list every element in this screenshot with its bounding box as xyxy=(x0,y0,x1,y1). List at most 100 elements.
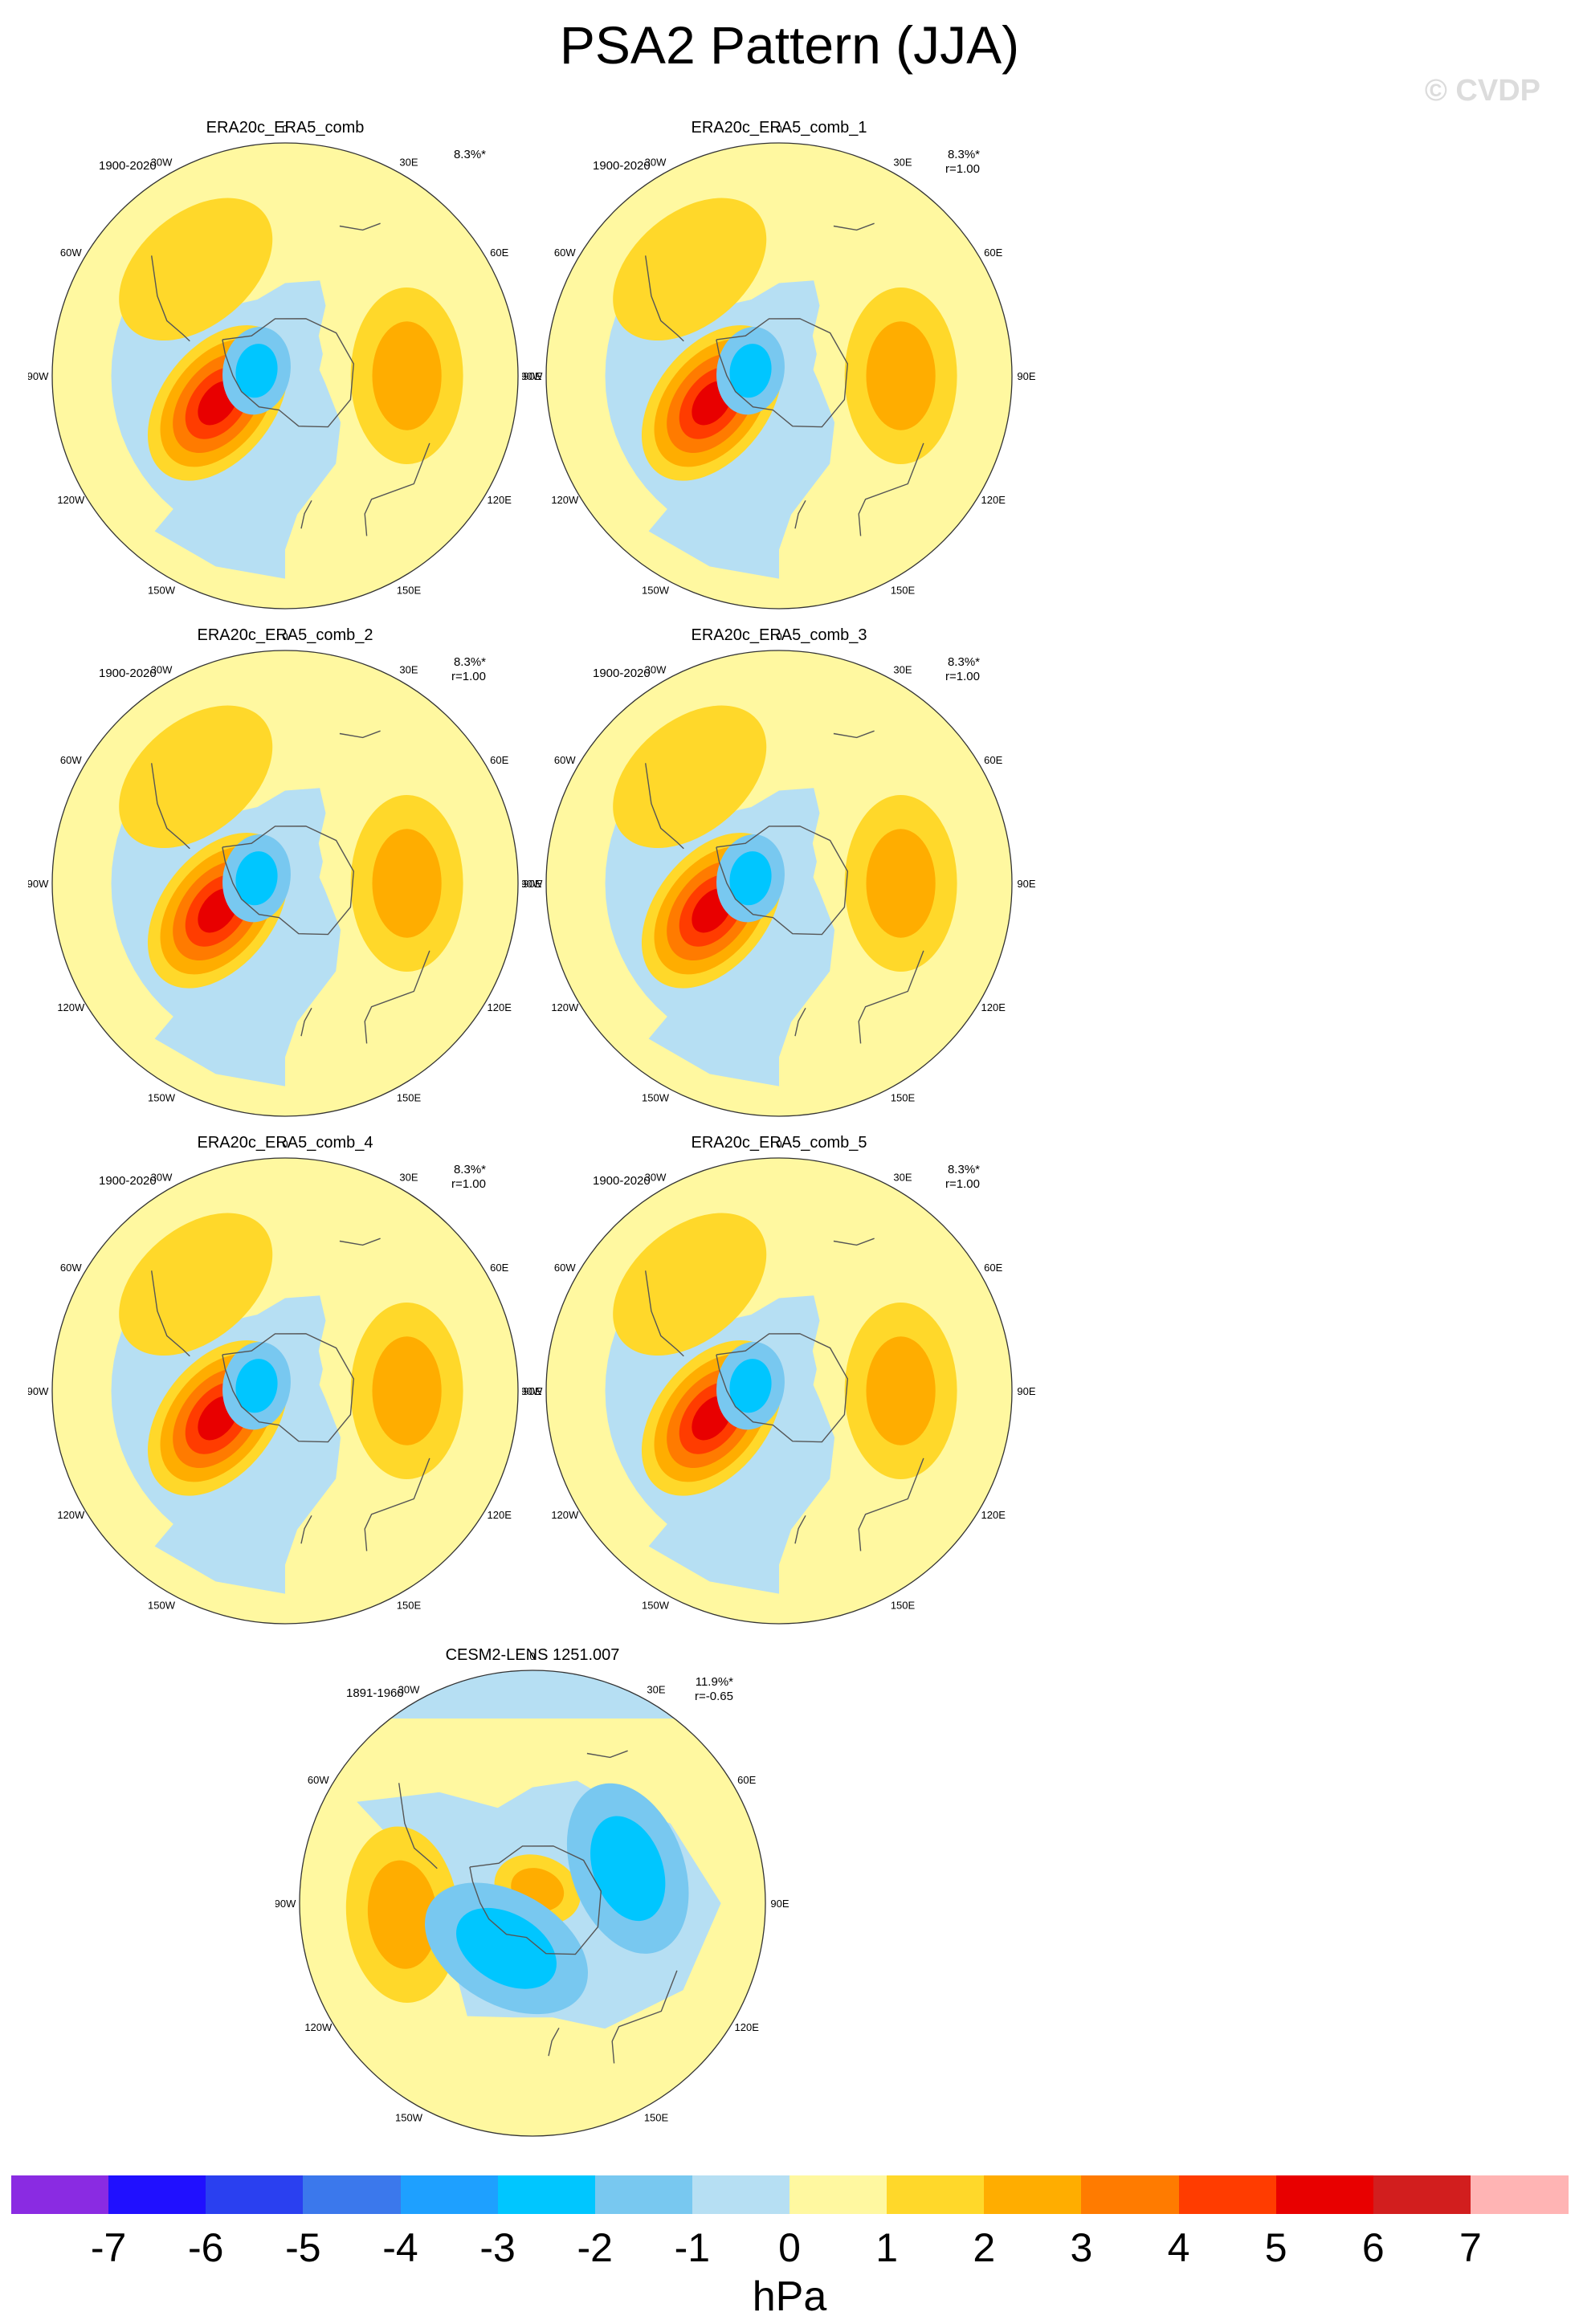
longitude-label: 30W xyxy=(151,1171,173,1183)
colorbar-tick-label: -6 xyxy=(188,2225,224,2270)
longitude-label: 30W xyxy=(645,1171,667,1183)
longitude-label: 120E xyxy=(981,1001,1006,1013)
longitude-label: 30E xyxy=(893,156,912,168)
colorbar-swatch xyxy=(594,2175,693,2214)
high-contour xyxy=(119,198,273,341)
longitude-label: 90E xyxy=(770,1898,789,1910)
longitude-label: 150W xyxy=(148,1600,176,1612)
coastline xyxy=(364,950,430,1044)
coastline xyxy=(611,1970,678,2064)
high-contour xyxy=(613,705,767,849)
coastline xyxy=(151,255,190,342)
low-contour xyxy=(729,344,772,398)
longitude-label: 90W xyxy=(28,878,49,890)
low-contour xyxy=(235,344,278,398)
polar-map: 030E60E90E120E150E180150W120W90W60W30W xyxy=(522,1138,1036,1625)
coastline xyxy=(833,222,875,231)
longitude-label: 90E xyxy=(523,1385,541,1397)
coastline xyxy=(339,730,381,739)
panel-stats: 8.3%* r=1.00 xyxy=(945,655,980,683)
longitude-label: 150W xyxy=(148,1092,176,1104)
longitude-label: 30E xyxy=(893,1171,912,1183)
map-border xyxy=(51,1157,519,1625)
map-border xyxy=(51,142,519,610)
longitude-label: 60W xyxy=(60,754,82,766)
longitude-label: 30E xyxy=(893,663,912,675)
panel-title: CESM2-LENS 1251.007 xyxy=(445,1646,620,1664)
panel-period: 1900-2020 xyxy=(99,667,157,680)
longitude-label: 30W xyxy=(645,156,667,168)
colorbar-swatch xyxy=(108,2175,206,2214)
coastline xyxy=(586,1750,628,1759)
panel-title: ERA20c_ERA5_comb_2 xyxy=(197,626,373,644)
longitude-label: 60W xyxy=(554,247,576,259)
longitude-label: 120E xyxy=(735,2021,760,2033)
longitude-label: 60E xyxy=(490,1262,508,1274)
map-panel: ERA20c_ERA5_comb_4 1900-2020 8.3%* r=1.00 0… xyxy=(28,1134,542,1632)
coastline xyxy=(222,1333,355,1443)
panel-period: 1900-2020 xyxy=(99,159,157,173)
longitude-label: 90E xyxy=(1017,1385,1035,1397)
colorbar-swatch xyxy=(692,2175,790,2214)
longitude-label: 30E xyxy=(399,156,418,168)
map-panel: ERA20c_ERA5_comb 1900-2020 8.3%* 0 30E 60E 90E… xyxy=(28,119,542,617)
coastline xyxy=(469,1845,602,1955)
longitude-label: 30W xyxy=(398,1683,420,1695)
longitude-label: 120E xyxy=(488,1509,512,1521)
low-contour xyxy=(456,1907,557,1989)
colorbar-swatch xyxy=(1275,2175,1374,2214)
coastline xyxy=(300,1007,312,1037)
map-border xyxy=(299,1670,766,2137)
longitude-label: 30E xyxy=(399,1171,418,1183)
longitude-label: 120E xyxy=(981,1509,1006,1521)
panel-period: 1891-1960 xyxy=(346,1686,404,1700)
colorbar xyxy=(11,2175,1569,2214)
longitude-label: 60W xyxy=(554,1262,576,1274)
high-contour xyxy=(119,705,273,849)
longitude-label: 90W xyxy=(522,1385,543,1397)
longitude-label: 0 xyxy=(776,630,781,642)
map-panel: ERA20c_ERA5_comb_1 1900-2020 8.3%* r=1.00 0… xyxy=(522,119,1036,617)
longitude-label: 150W xyxy=(395,2112,423,2124)
longitude-label: 60W xyxy=(308,1774,329,1786)
high-contour xyxy=(372,829,442,938)
longitude-label: 60E xyxy=(737,1774,756,1786)
longitude-label: 120W xyxy=(57,1001,85,1013)
longitude-label: 150W xyxy=(148,585,176,597)
longitude-label: 30W xyxy=(151,156,173,168)
panel-period: 1900-2020 xyxy=(593,159,651,173)
longitude-label: 60W xyxy=(60,1262,82,1274)
longitude-label: 150E xyxy=(644,2112,669,2124)
colorbar-swatch xyxy=(303,2175,401,2214)
longitude-label: 120E xyxy=(981,494,1006,506)
longitude-label: 90W xyxy=(28,370,49,382)
high-contour xyxy=(372,321,442,430)
panel-period: 1900-2020 xyxy=(593,667,651,680)
longitude-label: 150E xyxy=(397,1600,422,1612)
coastline xyxy=(151,763,190,850)
longitude-label: 60W xyxy=(60,247,82,259)
panel-title: ERA20c_ERA5_comb_1 xyxy=(691,119,867,137)
panel-stats: 8.3%* r=1.00 xyxy=(451,655,486,683)
longitude-label: 150E xyxy=(891,585,916,597)
longitude-label: 30E xyxy=(399,663,418,675)
figure-title: PSA2 Pattern (JJA) xyxy=(559,15,1020,75)
longitude-label: 30W xyxy=(645,663,667,675)
coastline xyxy=(716,1333,849,1443)
longitude-label: 90W xyxy=(275,1898,296,1910)
longitude-label: 0 xyxy=(776,123,781,135)
low-contour xyxy=(590,1816,666,1922)
panel-period: 1900-2020 xyxy=(593,1174,651,1188)
coastline xyxy=(858,442,924,536)
longitude-label: 30W xyxy=(151,663,173,675)
longitude-label: 90W xyxy=(522,878,543,890)
coastline xyxy=(716,318,849,428)
coastline xyxy=(339,222,381,231)
colorbar-tick-label: -3 xyxy=(479,2225,516,2270)
coastline xyxy=(222,826,355,936)
longitude-label: 150W xyxy=(642,1092,670,1104)
longitude-label: 150E xyxy=(891,1600,916,1612)
longitude-label: 120W xyxy=(57,494,85,506)
colorbar-swatch xyxy=(1470,2175,1569,2214)
longitude-label: 60E xyxy=(984,247,1002,259)
